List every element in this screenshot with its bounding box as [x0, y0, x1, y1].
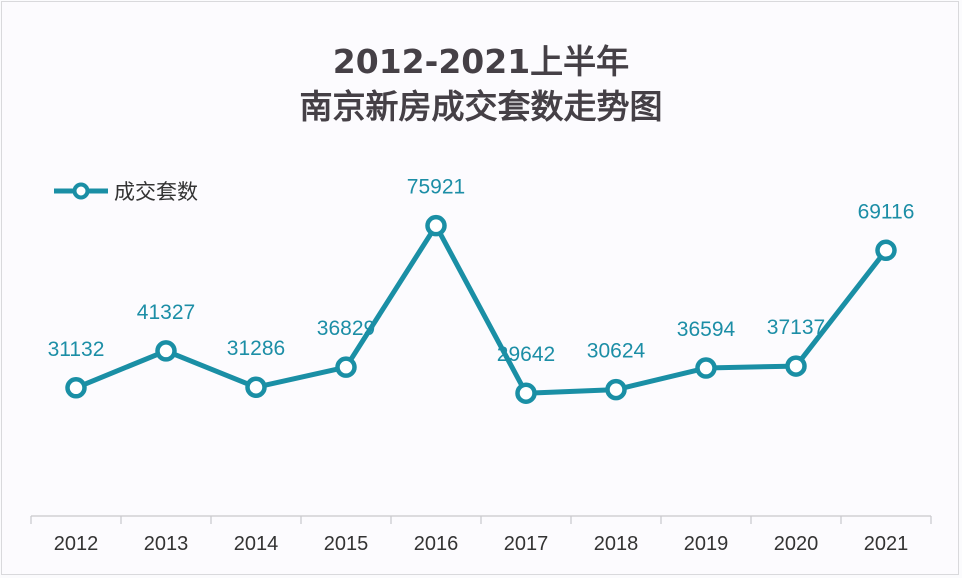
x-tick-label: 2021: [864, 533, 909, 555]
x-tick-label: 2018: [594, 533, 639, 555]
x-tick-label: 2017: [504, 533, 549, 555]
x-tick-label: 2016: [414, 533, 459, 555]
x-tick-label: 2020: [774, 533, 819, 555]
x-tick-label: 2019: [684, 533, 729, 555]
chart-legend: 成交套数: [52, 176, 198, 206]
x-tick-label: 2012: [54, 533, 99, 555]
data-label: 75921: [407, 176, 465, 199]
data-label: 36829: [317, 317, 375, 340]
chart-title-line1: 2012-2021上半年: [332, 42, 630, 81]
data-label: 69116: [858, 200, 915, 223]
data-label: 31286: [227, 337, 285, 360]
x-tick-label: 2014: [234, 533, 279, 555]
data-point-marker: [335, 356, 357, 378]
data-label: 37137: [767, 316, 825, 339]
legend-line-marker-icon: [52, 180, 110, 202]
data-point-marker: [785, 355, 807, 377]
data-point-marker: [875, 239, 897, 262]
data-point-marker: [695, 357, 717, 379]
series-line: [75, 223, 888, 396]
data-point-marker: [65, 377, 87, 399]
data-label: 36594: [677, 318, 736, 341]
x-tick-label: 2015: [324, 533, 369, 555]
x-tick-label: 2013: [144, 533, 189, 555]
data-point-marker: [155, 340, 177, 362]
data-label: 29642: [497, 343, 555, 366]
legend-label: 成交套数: [114, 180, 198, 204]
data-label: 30624: [587, 340, 646, 363]
data-point-marker: [425, 214, 447, 237]
data-point-marker: [515, 382, 537, 404]
data-point-marker: [605, 378, 627, 401]
data-label: 31132: [48, 338, 105, 361]
chart-title-line2: 南京新房成交套数走势图: [299, 87, 663, 126]
data-label: 41327: [137, 301, 195, 324]
data-point-marker: [245, 376, 267, 398]
